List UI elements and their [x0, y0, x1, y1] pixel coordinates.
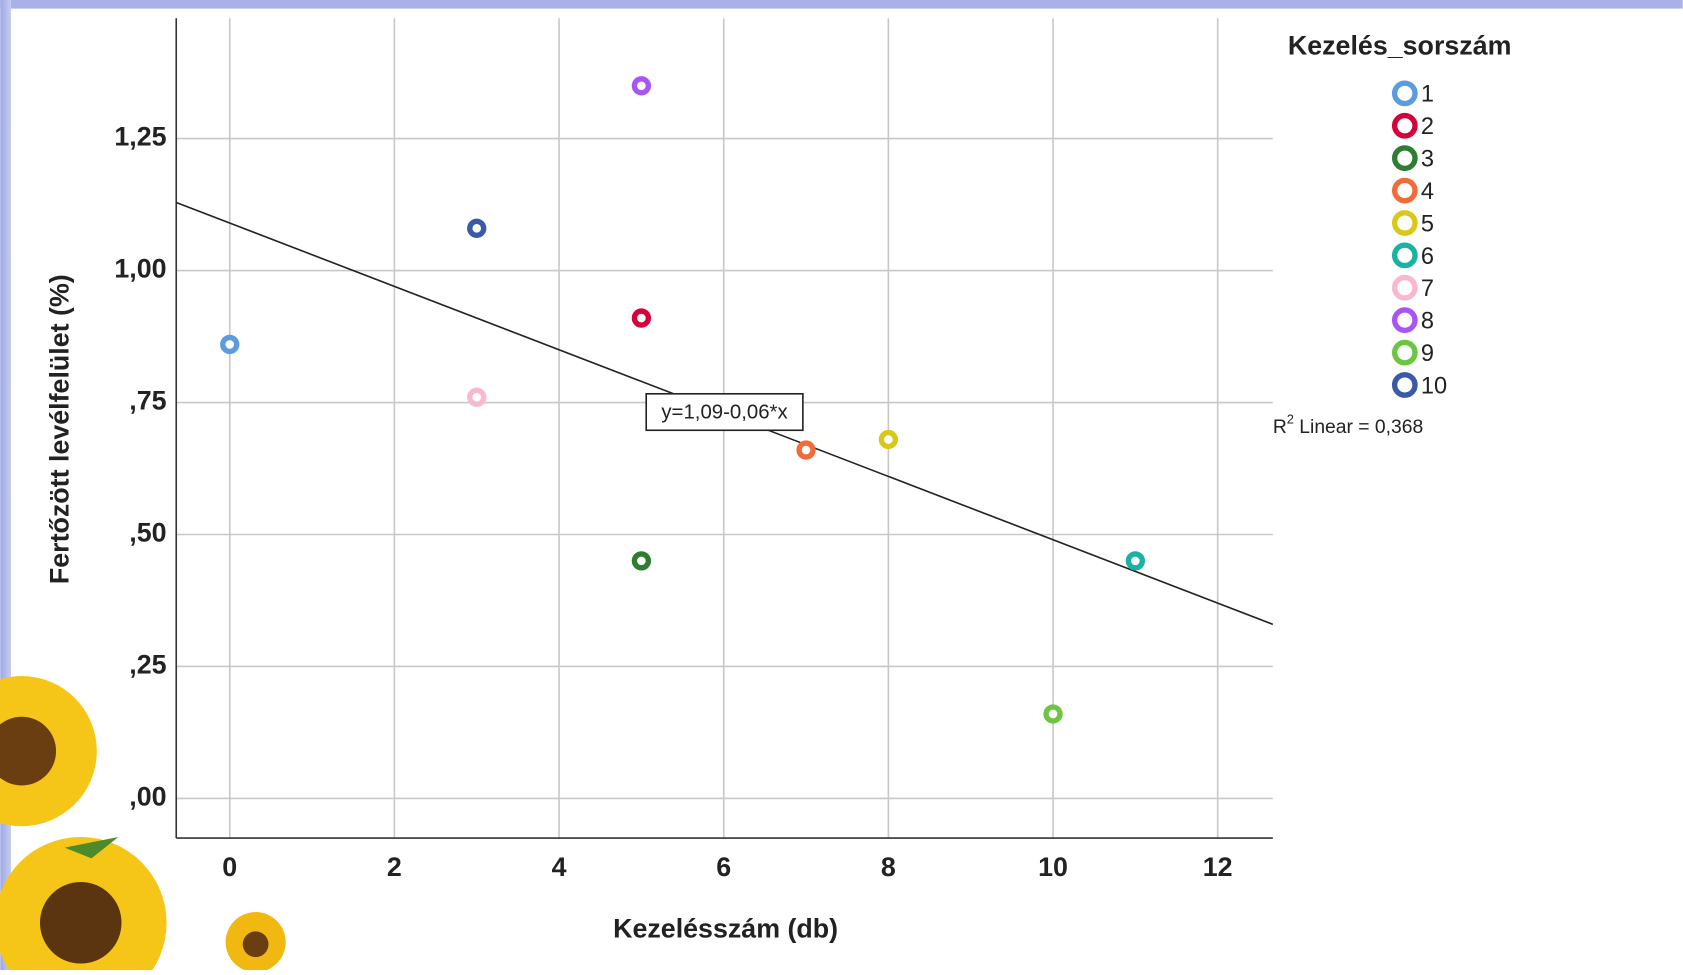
legend-marker — [1391, 210, 1418, 236]
legend-label: 10 — [1421, 373, 1447, 399]
legend-marker — [1391, 177, 1418, 204]
left-border — [0, 0, 11, 970]
x-tick-label: 0 — [222, 852, 237, 882]
point — [467, 387, 487, 407]
fit-label-box — [645, 392, 804, 432]
r2-label: R2 Linear = 0,368 — [1273, 412, 1423, 438]
y-axis-title: Fertőzött levélfelület (%) — [45, 274, 75, 584]
y-tick-label: 1,25 — [114, 122, 166, 152]
point — [1043, 704, 1063, 724]
legend-marker — [1391, 112, 1418, 139]
r2-text: Linear = 0,368 — [1294, 417, 1423, 438]
legend-label: 8 — [1421, 309, 1434, 335]
legend-label: 3 — [1421, 147, 1434, 173]
y-tick-label: ,75 — [129, 386, 166, 416]
point — [467, 218, 487, 238]
legend-marker — [1391, 145, 1418, 172]
r2-symbol: R — [1273, 417, 1287, 438]
legend-marker — [1391, 274, 1418, 301]
legend-label: 4 — [1421, 179, 1434, 205]
legend-title: Kezelés_sorszám — [1288, 30, 1512, 60]
r2-exponent: 2 — [1287, 412, 1294, 427]
legend-label: 5 — [1421, 211, 1434, 237]
point — [631, 76, 652, 96]
y-tick-label: ,25 — [129, 650, 166, 680]
legend-marker — [1391, 307, 1418, 334]
point — [631, 308, 652, 328]
top-border — [0, 0, 1683, 9]
x-tick-label: 2 — [387, 852, 402, 882]
y-tick-label: ,50 — [129, 518, 166, 548]
x-tick-label: 4 — [552, 852, 567, 882]
legend-label: 7 — [1421, 276, 1434, 302]
legend-marker — [1391, 80, 1418, 107]
point — [878, 429, 899, 450]
legend-marker — [1391, 242, 1418, 269]
legend-marker — [1391, 339, 1418, 366]
legend-label: 1 — [1421, 82, 1434, 108]
x-axis-title: Kezelésszám (db) — [613, 913, 838, 943]
x-tick-label: 8 — [881, 852, 896, 882]
point — [1125, 551, 1146, 571]
y-tick-label: ,00 — [129, 782, 166, 812]
x-tick-label: 12 — [1203, 852, 1233, 882]
legend-label: 6 — [1421, 244, 1434, 270]
x-tick-label: 6 — [716, 852, 731, 882]
point — [631, 551, 652, 571]
legend-label: 2 — [1421, 114, 1434, 140]
y-tick-label: 1,00 — [114, 254, 166, 284]
fit-label: y=1,09-0,06*x — [661, 401, 787, 423]
point — [220, 334, 240, 355]
x-tick-label: 10 — [1038, 852, 1068, 882]
point — [796, 440, 816, 460]
legend-marker — [1391, 372, 1418, 398]
sunflower-decoration — [0, 676, 286, 975]
legend-label: 9 — [1421, 341, 1434, 367]
